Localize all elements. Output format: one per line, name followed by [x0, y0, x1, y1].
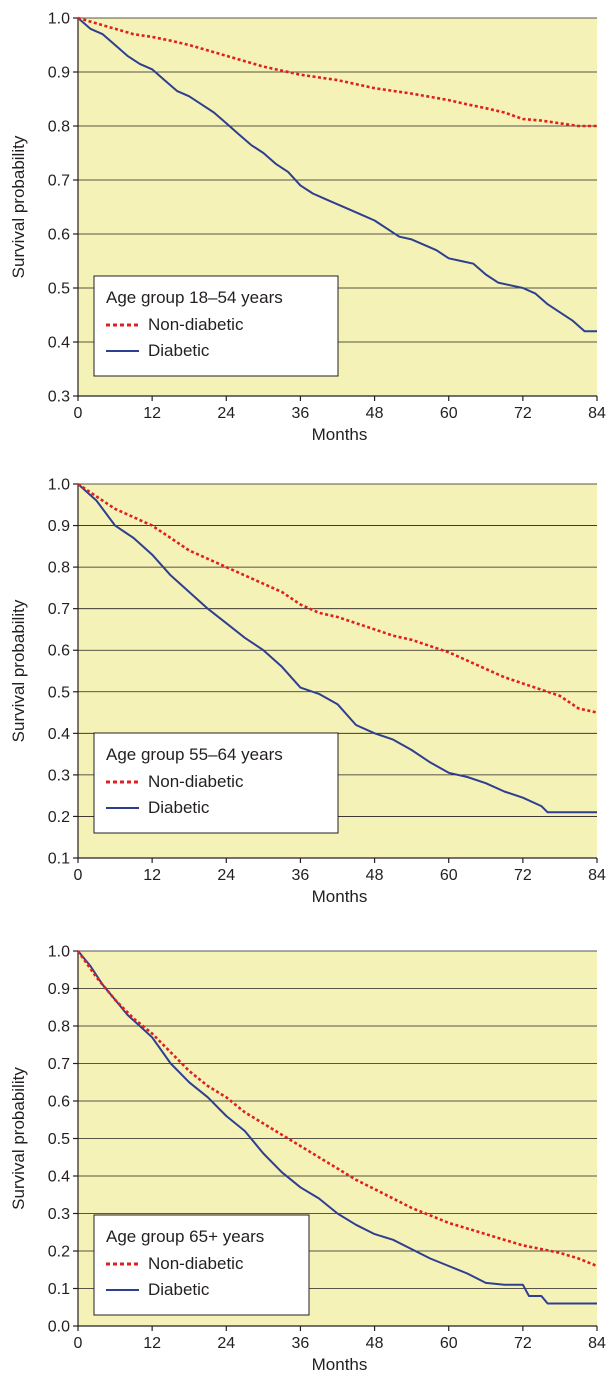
legend-entry-non-diabetic-label: Non-diabetic [148, 772, 244, 791]
chart-panel-3: 0.0 0.1 0.2 0.3 0.4 0.5 0.6 0.7 0.8 0.9 1.0 0 12 24 36… [9, 944, 606, 1375]
y-tick-label: 0.8 [48, 1019, 70, 1036]
y-tick-label: 0.7 [48, 1056, 70, 1073]
y-tick-label: 0.3 [48, 389, 70, 406]
y-tick-label: 0.8 [48, 119, 70, 136]
y-tick-label: 0.2 [48, 809, 70, 826]
y-tick-label: 0.5 [48, 281, 70, 298]
y-axis-title: Survival probability [9, 599, 28, 742]
y-tick-label: 0.9 [48, 981, 70, 998]
y-tick-label: 1.0 [48, 944, 70, 961]
legend-entry-non-diabetic-label: Non-diabetic [148, 315, 244, 334]
y-tick-label: 0.4 [48, 335, 70, 352]
legend: Age group 18–54 years Non-diabetic Diabeti… [93, 275, 339, 377]
y-tick-label: 0.4 [48, 1169, 70, 1186]
y-tick-label: 0.1 [48, 851, 70, 868]
x-tick-label: 48 [366, 405, 384, 422]
x-tick-label: 12 [143, 405, 161, 422]
y-axis-title: Survival probability [9, 135, 28, 278]
x-tick-label: 36 [292, 405, 310, 422]
legend: Age group 65+ years Non-diabetic Diabetic [93, 1214, 310, 1316]
y-tick-label: 0.4 [48, 726, 70, 743]
series-line-diabetic [77, 17, 597, 333]
x-tick-label: 36 [292, 867, 310, 884]
x-tick-label: 0 [74, 405, 83, 422]
y-tick-label: 0.5 [48, 1131, 70, 1148]
x-tick-label: 60 [440, 405, 458, 422]
y-tick-label: 1.0 [48, 477, 70, 494]
legend-entry-diabetic-label: Diabetic [148, 341, 210, 360]
x-tick-label: 72 [514, 405, 532, 422]
y-tick-label: 0.3 [48, 767, 70, 784]
chart-panel-1: 0.3 0.4 0.5 0.6 0.7 0.8 0.9 1.0 0 12 24 36 48 60 72 84 M… [9, 11, 606, 445]
legend-entry-diabetic-label: Diabetic [148, 1280, 210, 1299]
x-tick-label: 12 [143, 1335, 161, 1352]
x-tick-label: 84 [588, 405, 606, 422]
x-axis-title: Months [312, 1355, 368, 1374]
y-tick-label: 0.3 [48, 1206, 70, 1223]
legend-title: Age group 65+ years [106, 1227, 264, 1246]
y-tick-label: 0.6 [48, 1094, 70, 1111]
x-tick-label: 24 [217, 405, 235, 422]
x-tick-label: 24 [217, 1335, 235, 1352]
legend: Age group 55–64 years Non-diabetic Diabeti… [93, 732, 339, 834]
y-tick-label: 0.7 [48, 173, 70, 190]
y-tick-label: 0.9 [48, 518, 70, 535]
series-line-non-diabetic [77, 482, 598, 714]
x-tick-label: 12 [143, 867, 161, 884]
x-axis-title: Months [312, 887, 368, 906]
y-tick-label: 0.0 [48, 1319, 70, 1336]
series-line-diabetic [77, 483, 597, 814]
x-tick-label: 48 [366, 1335, 384, 1352]
x-tick-label: 84 [588, 867, 606, 884]
legend-title: Age group 18–54 years [106, 288, 283, 307]
y-tick-label: 0.6 [48, 227, 70, 244]
x-tick-label: 48 [366, 867, 384, 884]
x-tick-label: 24 [217, 867, 235, 884]
y-tick-label: 0.9 [48, 65, 70, 82]
x-tick-label: 72 [514, 1335, 532, 1352]
legend-entry-diabetic-label: Diabetic [148, 798, 210, 817]
legend-title: Age group 55–64 years [106, 745, 283, 764]
y-tick-label: 1.0 [48, 11, 70, 28]
y-axis-title: Survival probability [9, 1067, 28, 1210]
x-tick-label: 0 [74, 867, 83, 884]
x-tick-label: 36 [292, 1335, 310, 1352]
series-line-non-diabetic [77, 16, 597, 128]
x-tick-label: 84 [588, 1335, 606, 1352]
y-tick-label: 0.6 [48, 643, 70, 660]
chart-panel-2: 0.1 0.2 0.3 0.4 0.5 0.6 0.7 0.8 0.9 1.0 0 12 24 36 48 6… [9, 477, 606, 907]
y-tick-label: 0.7 [48, 601, 70, 618]
y-tick-label: 0.2 [48, 1244, 70, 1261]
x-tick-label: 60 [440, 1335, 458, 1352]
x-tick-label: 0 [74, 1335, 83, 1352]
y-tick-label: 0.5 [48, 684, 70, 701]
series-line-non-diabetic [76, 950, 598, 1268]
x-tick-label: 60 [440, 867, 458, 884]
series-line-diabetic [77, 950, 597, 1305]
x-axis-title: Months [312, 425, 368, 444]
y-tick-label: 0.8 [48, 560, 70, 577]
y-tick-label: 0.1 [48, 1281, 70, 1298]
x-tick-label: 72 [514, 867, 532, 884]
legend-entry-non-diabetic-label: Non-diabetic [148, 1254, 244, 1273]
